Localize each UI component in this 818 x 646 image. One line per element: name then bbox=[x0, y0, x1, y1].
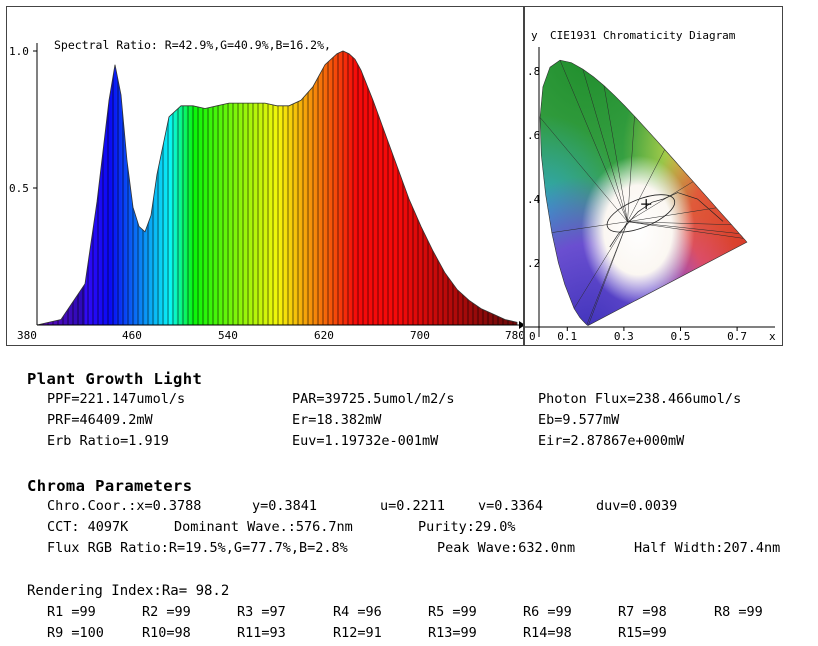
cie-title: CIE1931 Chromaticity Diagram bbox=[550, 29, 736, 42]
spectrum-x-tick: 460 bbox=[122, 329, 142, 342]
rendering-r1: R1 =99 bbox=[47, 604, 96, 620]
spectrum-svg: 380 460 540 620 700 780 1.0 0.5 Spectral Ratio… bbox=[9, 38, 525, 342]
spectrum-y-tick: 0.5 bbox=[9, 182, 29, 195]
spectrum-x-tick: 620 bbox=[314, 329, 334, 342]
rendering-r10: R10=98 bbox=[142, 625, 191, 641]
planckian-locus bbox=[609, 192, 724, 248]
half-width-value: Half Width:207.4nm bbox=[634, 540, 781, 556]
spectrum-x-tick: 700 bbox=[410, 329, 430, 342]
cie-x-tick: 0.5 bbox=[671, 330, 691, 343]
spectrum-x-tick: 780 bbox=[505, 329, 523, 342]
cie-color-region bbox=[540, 60, 747, 326]
spectrum-chart: 380 460 540 620 700 780 1.0 0.5 Spectral Ratio… bbox=[6, 6, 525, 346]
cie-x-tick: 0.1 bbox=[557, 330, 577, 343]
rendering-index-title: Rendering Index:Ra= 98.2 bbox=[27, 583, 230, 599]
er-value: Er=18.382mW bbox=[292, 412, 382, 428]
eir-value: Eir=2.87867e+000mW bbox=[538, 433, 685, 449]
erb-ratio-value: Erb Ratio=1.919 bbox=[47, 433, 169, 449]
spectrum-curve bbox=[36, 50, 518, 326]
euv-value: Euv=1.19732e-001mW bbox=[292, 433, 439, 449]
peak-wave-value: Peak Wave:632.0nm bbox=[437, 540, 576, 556]
spectral-locus bbox=[539, 59, 748, 326]
dominant-wave-value: Dominant Wave.:576.7nm bbox=[174, 519, 353, 535]
cie-y-tick: .4 bbox=[527, 193, 541, 206]
rendering-r8: R8 =99 bbox=[714, 604, 763, 620]
chromaticity-point bbox=[641, 199, 652, 210]
eb-value: Eb=9.577mW bbox=[538, 412, 620, 428]
cie-y-tick: .8 bbox=[527, 65, 540, 78]
cie-x-tick: 0.7 bbox=[727, 330, 747, 343]
cie-x-tick: 0 bbox=[529, 330, 536, 343]
rendering-r9: R9 =100 bbox=[47, 625, 104, 641]
chroma-y-value: y=0.3841 bbox=[252, 498, 318, 514]
cie-y-tick: .6 bbox=[527, 129, 540, 142]
chroma-title: Chroma Parameters bbox=[27, 477, 193, 495]
spectrum-x-tick: 380 bbox=[17, 329, 37, 342]
rendering-r11: R11=93 bbox=[237, 625, 286, 641]
plant-growth-title: Plant Growth Light bbox=[27, 370, 203, 388]
cie-svg: 0 0.1 0.3 0.5 0.7 .8 .6 .4 .2 y CIE1931 Chromat… bbox=[525, 29, 776, 343]
cie-y-tick: .2 bbox=[527, 257, 540, 270]
photon-flux-value: Photon Flux=238.466umol/s bbox=[538, 391, 742, 407]
spectral-ratio-title: Spectral Ratio: R=42.9%,G=40.9%,B=16.2%, bbox=[54, 38, 331, 52]
chroma-u-value: u=0.2211 bbox=[380, 498, 446, 514]
chroma-x-value: Chro.Coor.:x=0.3788 bbox=[47, 498, 202, 514]
rendering-r14: R14=98 bbox=[523, 625, 572, 641]
rendering-r13: R13=99 bbox=[428, 625, 477, 641]
spectrum-x-tick: 540 bbox=[218, 329, 238, 342]
par-value: PAR=39725.5umol/m2/s bbox=[292, 391, 455, 407]
cct-value: CCT: 4097K bbox=[47, 519, 129, 535]
duv-value: duv=0.0039 bbox=[596, 498, 678, 514]
ppf-value: PPF=221.147umol/s bbox=[47, 391, 186, 407]
x-axis-arrow bbox=[519, 321, 525, 329]
cie-x-label: x bbox=[769, 330, 776, 343]
prf-value: PRF=46409.2mW bbox=[47, 412, 153, 428]
spectrum-y-tick: 1.0 bbox=[9, 45, 29, 58]
rendering-r7: R7 =98 bbox=[618, 604, 667, 620]
chroma-v-value: v=0.3364 bbox=[478, 498, 544, 514]
purity-value: Purity:29.0% bbox=[418, 519, 516, 535]
rendering-r6: R6 =99 bbox=[523, 604, 572, 620]
white-region-ellipse bbox=[606, 194, 676, 233]
rendering-r5: R5 =99 bbox=[428, 604, 477, 620]
rendering-r12: R12=91 bbox=[333, 625, 382, 641]
flux-rgb-ratio-value: Flux RGB Ratio:R=19.5%,G=77.7%,B=2.8% bbox=[47, 540, 348, 556]
cie-y-label: y bbox=[531, 29, 538, 42]
cie-diagram: 0 0.1 0.3 0.5 0.7 .8 .6 .4 .2 y CIE1931 Chromat… bbox=[524, 6, 783, 346]
rendering-r4: R4 =96 bbox=[333, 604, 382, 620]
rendering-r2: R2 =99 bbox=[142, 604, 191, 620]
cie-x-tick: 0.3 bbox=[614, 330, 634, 343]
rendering-r3: R3 =97 bbox=[237, 604, 286, 620]
rendering-r15: R15=99 bbox=[618, 625, 667, 641]
